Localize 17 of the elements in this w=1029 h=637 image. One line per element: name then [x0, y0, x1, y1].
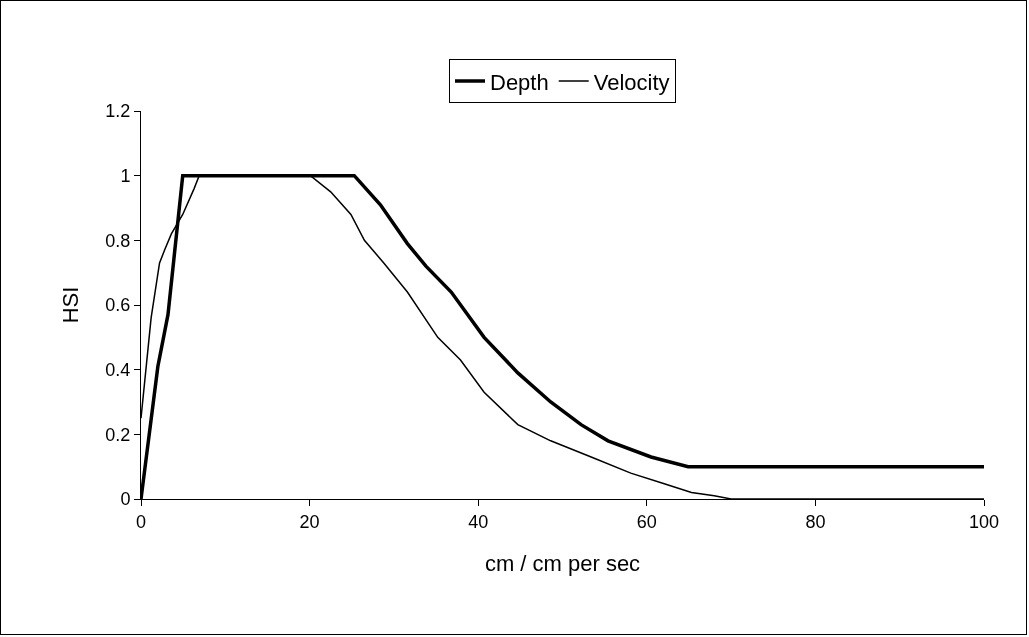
legend-label: Depth — [490, 69, 549, 95]
x-tick-label: 60 — [636, 511, 657, 532]
x-tick-label: 40 — [468, 511, 489, 532]
x-tick-label: 20 — [299, 511, 320, 532]
x-axis-title: cm / cm per sec — [484, 551, 641, 577]
y-tick-label: 0.6 — [105, 295, 131, 316]
y-axis-title: HSI — [58, 286, 84, 324]
legend-label: Velocity — [593, 69, 670, 95]
x-tick-label: 0 — [135, 511, 147, 532]
y-tick-label: 1 — [120, 165, 131, 186]
y-tick-label: 0.2 — [105, 424, 131, 445]
x-tick-label: 80 — [805, 511, 826, 532]
x-tick-label: 100 — [968, 511, 1000, 532]
y-tick-label: 0 — [120, 489, 131, 510]
y-tick-label: 1.2 — [105, 101, 131, 122]
y-tick-label: 0.8 — [105, 230, 131, 251]
y-tick-label: 0.4 — [105, 359, 131, 380]
